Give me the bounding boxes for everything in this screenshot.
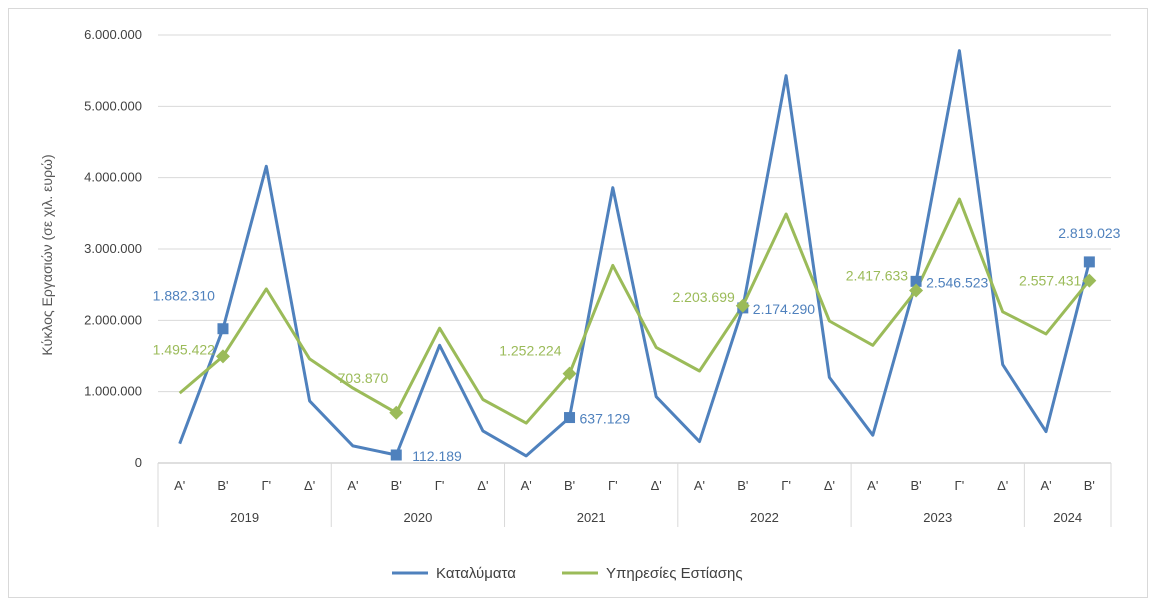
data-label: 2.819.023 bbox=[1058, 225, 1120, 241]
series-line bbox=[178, 49, 1091, 458]
x-tick-label: Β' bbox=[910, 478, 921, 493]
x-tick-label: Β' bbox=[1084, 478, 1095, 493]
legend: Καταλύματα Υπηρεσίες Εστίασης bbox=[392, 565, 743, 582]
x-tick-label: Β' bbox=[737, 478, 748, 493]
series-markers bbox=[215, 256, 1097, 461]
data-point-marker bbox=[1082, 273, 1097, 288]
x-tick-label: Γ' bbox=[781, 478, 791, 493]
series-line bbox=[178, 197, 1091, 425]
x-tick-label: Α' bbox=[347, 478, 358, 493]
x-group-label: 2021 bbox=[577, 510, 606, 525]
y-tick-label: 5.000.000 bbox=[84, 98, 142, 113]
data-label: 637.129 bbox=[580, 411, 631, 427]
data-label: 2.203.699 bbox=[672, 289, 734, 305]
legend-label: Καταλύματα bbox=[436, 565, 516, 582]
data-label: 1.882.310 bbox=[153, 288, 215, 304]
x-tick-label: Α' bbox=[174, 478, 185, 493]
x-group-label: 2020 bbox=[403, 510, 432, 525]
data-point-marker bbox=[1083, 256, 1095, 268]
legend-label: Υπηρεσίες Εστίασης bbox=[606, 565, 743, 582]
x-tick-label: Β' bbox=[564, 478, 575, 493]
y-axis-ticks: 0 1.000.000 2.000.000 3.000.000 4.000.000 5.0… bbox=[84, 27, 142, 470]
data-point-marker bbox=[909, 283, 924, 298]
data-point-marker bbox=[910, 275, 922, 287]
gridlines bbox=[158, 34, 1111, 464]
y-tick-label: 4.000.000 bbox=[84, 170, 142, 185]
x-tick-label: Α' bbox=[694, 478, 705, 493]
y-tick-label: 6.000.000 bbox=[84, 27, 142, 42]
data-label: 2.546.523 bbox=[926, 274, 988, 290]
x-tick-label: Α' bbox=[1040, 478, 1051, 493]
y-axis-label: Κύκλος Εργασιών (σε χιλ. ευρώ) bbox=[39, 154, 55, 355]
x-group-label: 2024 bbox=[1053, 510, 1082, 525]
y-tick-label: 2.000.000 bbox=[84, 312, 142, 327]
data-labels: 1.882.310 112.189 637.129 2.174.290 2.546.52… bbox=[153, 225, 1121, 464]
x-tick-label: Γ' bbox=[435, 478, 445, 493]
x-tick-label: Α' bbox=[521, 478, 532, 493]
x-group-label: 2023 bbox=[923, 510, 952, 525]
y-tick-label: 1.000.000 bbox=[84, 384, 142, 399]
x-axis: Α' Β' Γ' Δ' Α' Β' Γ' Δ' Α' Β' Γ' Δ' Α' Β' Γ' Δ' Α' Β' Γ' Δ'… bbox=[157, 463, 1112, 527]
data-point-marker bbox=[389, 405, 404, 420]
series-lines bbox=[178, 49, 1091, 458]
x-group-label: 2022 bbox=[750, 510, 779, 525]
data-point-marker bbox=[562, 366, 577, 381]
data-label: 112.189 bbox=[412, 448, 462, 464]
data-label: 1.495.422 bbox=[153, 341, 215, 357]
data-point-marker bbox=[564, 412, 576, 424]
x-tick-label: Α' bbox=[867, 478, 878, 493]
y-tick-label: 0 bbox=[135, 455, 142, 470]
data-label: 703.870 bbox=[338, 370, 389, 386]
x-group-label: 2019 bbox=[230, 510, 259, 525]
x-tick-label: Δ' bbox=[824, 478, 835, 493]
x-tick-label: Γ' bbox=[955, 478, 965, 493]
x-tick-label: Δ' bbox=[997, 478, 1008, 493]
data-point-marker bbox=[390, 449, 402, 461]
data-label: 2.417.633 bbox=[846, 268, 908, 284]
x-tick-label: Δ' bbox=[477, 478, 488, 493]
data-point-marker bbox=[735, 298, 750, 313]
data-label: 1.252.224 bbox=[499, 343, 561, 359]
x-tick-label: Γ' bbox=[608, 478, 618, 493]
data-label: 2.174.290 bbox=[753, 301, 815, 317]
data-label: 2.557.431 bbox=[1019, 273, 1081, 289]
x-tick-label: Δ' bbox=[304, 478, 315, 493]
x-tick-label: Β' bbox=[217, 478, 228, 493]
x-tick-label: Δ' bbox=[651, 478, 662, 493]
x-tick-label: Β' bbox=[391, 478, 402, 493]
data-point-marker bbox=[215, 349, 230, 364]
data-point-marker bbox=[217, 323, 229, 335]
x-tick-label: Γ' bbox=[261, 478, 271, 493]
y-tick-label: 3.000.000 bbox=[84, 241, 142, 256]
